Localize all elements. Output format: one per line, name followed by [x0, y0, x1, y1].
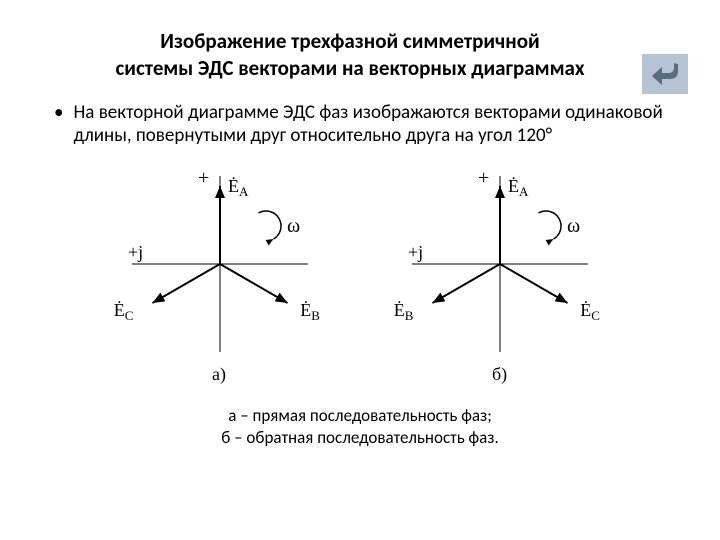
caption-line-1: а – прямая последовательность фаз;: [0, 405, 720, 427]
bullet-dot: •: [54, 101, 63, 149]
svg-text:ω: ω: [287, 215, 300, 237]
svg-text:ω: ω: [567, 215, 580, 237]
return-icon[interactable]: [642, 54, 688, 94]
svg-text:ĖB: ĖB: [300, 300, 320, 323]
svg-text:ĖA: ĖA: [228, 176, 249, 199]
svg-text:+j: +j: [408, 242, 423, 262]
diagram-b: ĖA ĖB ĖC + +j ω б): [390, 154, 610, 399]
svg-text:ĖA: ĖA: [508, 176, 529, 199]
svg-text:+: +: [198, 167, 209, 189]
page-title: Изображение трехфазной симметричной сист…: [0, 0, 720, 83]
caption-line-2: б – обратная последовательность фаз.: [0, 427, 720, 449]
svg-text:ĖC: ĖC: [580, 300, 600, 323]
svg-text:б): б): [492, 364, 507, 385]
svg-text:+: +: [478, 167, 489, 189]
caption-block: а – прямая последовательность фаз; б – о…: [0, 405, 720, 449]
svg-text:ĖC: ĖC: [114, 300, 134, 323]
diagram-a: ĖA ĖB ĖC + +j ω а): [110, 154, 330, 399]
svg-text:ĖB: ĖB: [394, 300, 414, 323]
svg-text:+j: +j: [128, 242, 143, 262]
title-line-1: Изображение трехфазной симметричной: [60, 28, 640, 55]
bullet-block: • На векторной диаграмме ЭДС фаз изображ…: [0, 83, 720, 149]
diagrams-row: ĖA ĖB ĖC + +j ω а) ĖA ĖB ĖC + +j ω б): [0, 154, 720, 399]
bullet-text: На векторной диаграмме ЭДС фаз изображаю…: [73, 101, 666, 149]
title-line-2: системы ЭДС векторами на векторных диагр…: [60, 55, 640, 82]
svg-text:а): а): [212, 364, 226, 385]
